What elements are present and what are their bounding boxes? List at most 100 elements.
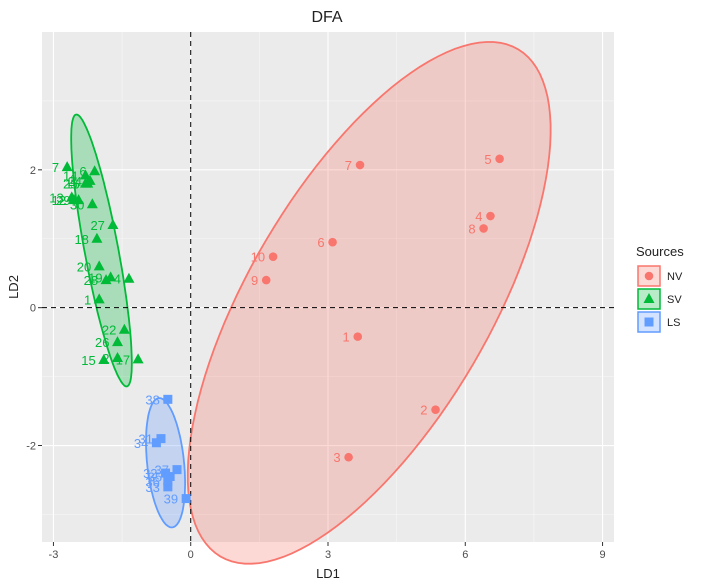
point-sv-25 bbox=[79, 177, 91, 188]
point-label-nv-7: 7 bbox=[345, 158, 352, 173]
point-label-nv-4: 4 bbox=[475, 209, 482, 224]
legend-label-ls: LS bbox=[667, 317, 680, 329]
point-label-sv-30: 30 bbox=[70, 197, 84, 212]
point-sv-1 bbox=[93, 293, 105, 304]
reference-lines bbox=[42, 32, 614, 542]
ellipse-ls bbox=[145, 397, 186, 529]
point-label-sv-17: 17 bbox=[116, 352, 130, 367]
legend-key-nv: NV bbox=[637, 265, 683, 287]
y-axis-title: LD2 bbox=[6, 275, 21, 299]
point-label-sv-28: 28 bbox=[84, 273, 98, 288]
point-label-ls-32: 32 bbox=[143, 466, 157, 481]
point-label-sv-26: 26 bbox=[95, 335, 109, 350]
point-ls-33 bbox=[163, 482, 173, 492]
point-label-nv-3: 3 bbox=[333, 450, 340, 465]
point-label-nv-5: 5 bbox=[484, 152, 491, 167]
point-sv-4 bbox=[123, 272, 135, 283]
point-ls-36 bbox=[163, 476, 173, 486]
point-label-sv-24: 24 bbox=[68, 174, 82, 189]
point-label-nv-10: 10 bbox=[251, 250, 265, 265]
chart-title: DFA bbox=[311, 9, 342, 26]
x-axis-ticks: -3 0 3 6 9 bbox=[49, 542, 606, 561]
legend-title: Sources bbox=[636, 244, 684, 259]
point-sv-27 bbox=[107, 218, 119, 229]
point-nv-4 bbox=[486, 211, 495, 221]
point-label-sv-16: 16 bbox=[65, 177, 79, 192]
point-label-sv-13: 13 bbox=[49, 190, 63, 205]
y-axis-ticks: -2 0 2 bbox=[26, 165, 42, 453]
point-label-nv-1: 1 bbox=[343, 330, 350, 345]
point-sv-15 bbox=[98, 354, 110, 365]
point-labels: 1234567891027121314151618202224252627282… bbox=[49, 152, 491, 507]
x-axis-title: LD1 bbox=[316, 566, 340, 581]
data-points bbox=[61, 154, 504, 504]
point-sv-7 bbox=[61, 161, 73, 172]
point-sv-29 bbox=[73, 194, 85, 205]
point-label-ls-34: 34 bbox=[134, 436, 148, 451]
point-sv-17 bbox=[132, 353, 144, 364]
legend-key-sv: SV bbox=[637, 288, 682, 310]
point-ls-34 bbox=[151, 438, 161, 448]
point-label-ls-39: 39 bbox=[164, 492, 178, 507]
point-label-ls-33: 33 bbox=[145, 480, 159, 495]
point-nv-5 bbox=[495, 154, 504, 164]
point-nv-10 bbox=[268, 252, 278, 261]
point-nv-2 bbox=[431, 405, 440, 414]
point-label-ls-36: 36 bbox=[145, 474, 159, 489]
x-tick-label: 6 bbox=[462, 549, 468, 561]
legend-marker-ls bbox=[644, 317, 654, 327]
legend: Sources NV SV LS bbox=[636, 244, 684, 333]
point-sv-6 bbox=[89, 165, 101, 176]
point-label-sv-7: 7 bbox=[52, 160, 59, 175]
point-ls-31 bbox=[156, 434, 166, 444]
point-nv-8 bbox=[479, 224, 488, 233]
point-label-nv-9: 9 bbox=[251, 273, 258, 288]
point-sv-2 bbox=[112, 351, 124, 362]
point-label-sv-27: 27 bbox=[90, 218, 104, 233]
point-sv-20 bbox=[93, 260, 105, 271]
point-label-sv-1: 1 bbox=[84, 292, 91, 307]
point-nv-3 bbox=[344, 452, 353, 462]
point-label-nv-6: 6 bbox=[317, 235, 324, 250]
point-ls-37 bbox=[172, 465, 182, 475]
point-nv-9 bbox=[261, 275, 271, 285]
x-tick-label: 9 bbox=[599, 549, 605, 561]
legend-label-nv: NV bbox=[667, 271, 683, 283]
legend-marker-sv bbox=[643, 293, 655, 303]
point-nv-1 bbox=[353, 332, 363, 341]
point-sv-14 bbox=[79, 169, 91, 180]
point-sv-26 bbox=[112, 336, 124, 347]
point-label-sv-12: 12 bbox=[52, 193, 66, 208]
point-sv-28 bbox=[100, 274, 112, 285]
point-nv-7 bbox=[355, 160, 365, 170]
point-label-sv-6: 6 bbox=[79, 164, 86, 179]
grid-lines bbox=[42, 32, 614, 542]
point-label-sv-25: 25 bbox=[63, 177, 77, 192]
point-label-sv-4: 4 bbox=[114, 272, 121, 287]
point-sv-13 bbox=[66, 191, 78, 202]
y-tick-label: 2 bbox=[30, 165, 36, 177]
ellipse-nv bbox=[186, 41, 552, 565]
point-label-sv-14: 14 bbox=[63, 168, 77, 183]
x-tick-label: -3 bbox=[49, 549, 59, 561]
point-label-sv-2: 2 bbox=[102, 351, 109, 366]
legend-label-sv: SV bbox=[667, 294, 682, 306]
legend-keys: NV SV LS bbox=[637, 265, 683, 333]
point-label-sv-15: 15 bbox=[81, 353, 95, 368]
point-label-sv-19: 19 bbox=[88, 270, 102, 285]
x-tick-label: 0 bbox=[188, 549, 194, 561]
point-nv-6 bbox=[328, 237, 337, 247]
y-tick-label: -2 bbox=[26, 441, 36, 453]
point-label-nv-8: 8 bbox=[468, 221, 475, 236]
point-sv-22 bbox=[118, 323, 130, 334]
point-ls-35 bbox=[165, 472, 175, 482]
point-sv-19 bbox=[105, 271, 117, 282]
x-tick-label: 3 bbox=[325, 549, 331, 561]
legend-key-ls: LS bbox=[637, 311, 680, 333]
y-tick-label: 0 bbox=[30, 303, 36, 315]
point-label-sv-20: 20 bbox=[77, 259, 91, 274]
point-label-ls-31: 31 bbox=[139, 432, 153, 447]
point-label-ls-35: 35 bbox=[148, 470, 162, 485]
point-label-nv-2: 2 bbox=[420, 403, 427, 418]
